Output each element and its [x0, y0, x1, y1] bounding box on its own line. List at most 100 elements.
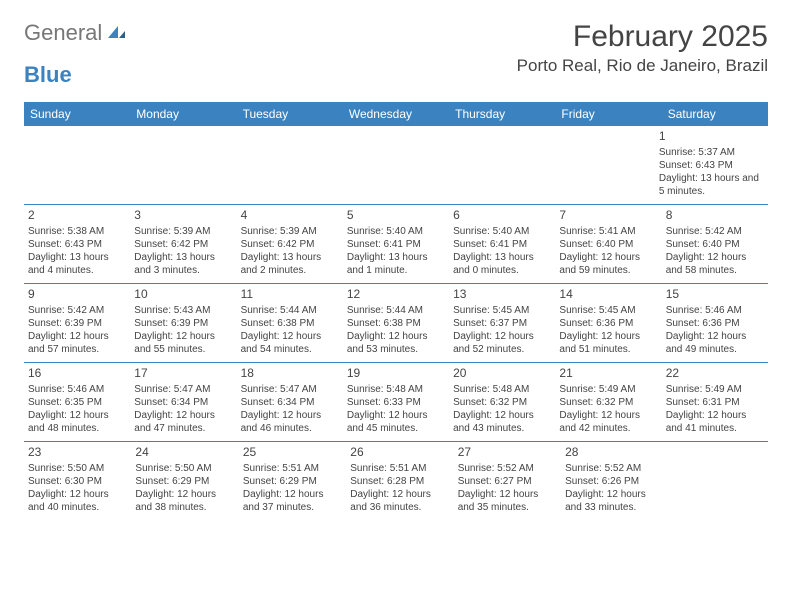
logo-text-general: General — [24, 20, 102, 46]
daylight-text: Daylight: 12 hours and 58 minutes. — [666, 251, 764, 277]
empty-cell — [234, 126, 339, 204]
day-header: Thursday — [449, 102, 555, 126]
sunrise-text: Sunrise: 5:41 AM — [559, 225, 657, 238]
day-cell: 7Sunrise: 5:41 AMSunset: 6:40 PMDaylight… — [555, 205, 661, 283]
day-number: 4 — [241, 208, 339, 224]
day-number: 7 — [559, 208, 657, 224]
week-row: 1Sunrise: 5:37 AMSunset: 6:43 PMDaylight… — [24, 126, 768, 204]
title-block: February 2025 Porto Real, Rio de Janeiro… — [517, 20, 768, 76]
day-cell: 14Sunrise: 5:45 AMSunset: 6:36 PMDayligh… — [555, 284, 661, 362]
day-cell: 8Sunrise: 5:42 AMSunset: 6:40 PMDaylight… — [662, 205, 768, 283]
empty-cell — [24, 126, 129, 204]
sunset-text: Sunset: 6:33 PM — [347, 396, 445, 409]
sunrise-text: Sunrise: 5:39 AM — [241, 225, 339, 238]
logo: General — [24, 20, 128, 46]
sunset-text: Sunset: 6:43 PM — [28, 238, 126, 251]
daylight-text: Daylight: 12 hours and 51 minutes. — [559, 330, 657, 356]
daylight-text: Daylight: 12 hours and 38 minutes. — [135, 488, 234, 514]
day-cell: 19Sunrise: 5:48 AMSunset: 6:33 PMDayligh… — [343, 363, 449, 441]
logo-sail-icon — [106, 20, 126, 46]
sunset-text: Sunset: 6:38 PM — [347, 317, 445, 330]
sunrise-text: Sunrise: 5:40 AM — [347, 225, 445, 238]
sunset-text: Sunset: 6:42 PM — [241, 238, 339, 251]
sunset-text: Sunset: 6:37 PM — [453, 317, 551, 330]
sunrise-text: Sunrise: 5:51 AM — [350, 462, 449, 475]
day-number: 8 — [666, 208, 764, 224]
logo-text-blue: Blue — [24, 62, 72, 88]
sunset-text: Sunset: 6:40 PM — [666, 238, 764, 251]
daylight-text: Daylight: 13 hours and 4 minutes. — [28, 251, 126, 277]
daylight-text: Daylight: 12 hours and 57 minutes. — [28, 330, 126, 356]
day-header-row: Sunday Monday Tuesday Wednesday Thursday… — [24, 102, 768, 126]
day-header: Tuesday — [237, 102, 343, 126]
day-number: 25 — [243, 445, 342, 461]
week-row: 16Sunrise: 5:46 AMSunset: 6:35 PMDayligh… — [24, 362, 768, 441]
daylight-text: Daylight: 13 hours and 2 minutes. — [241, 251, 339, 277]
day-number: 21 — [559, 366, 657, 382]
sunrise-text: Sunrise: 5:39 AM — [134, 225, 232, 238]
sunset-text: Sunset: 6:38 PM — [241, 317, 339, 330]
day-number: 24 — [135, 445, 234, 461]
daylight-text: Daylight: 12 hours and 42 minutes. — [559, 409, 657, 435]
daylight-text: Daylight: 12 hours and 59 minutes. — [559, 251, 657, 277]
day-number: 12 — [347, 287, 445, 303]
location: Porto Real, Rio de Janeiro, Brazil — [517, 56, 768, 76]
daylight-text: Daylight: 12 hours and 48 minutes. — [28, 409, 126, 435]
daylight-text: Daylight: 12 hours and 46 minutes. — [241, 409, 339, 435]
day-number: 18 — [241, 366, 339, 382]
day-cell: 6Sunrise: 5:40 AMSunset: 6:41 PMDaylight… — [449, 205, 555, 283]
day-number: 19 — [347, 366, 445, 382]
empty-cell — [445, 126, 550, 204]
sunset-text: Sunset: 6:39 PM — [28, 317, 126, 330]
sunset-text: Sunset: 6:30 PM — [28, 475, 127, 488]
daylight-text: Daylight: 12 hours and 55 minutes. — [134, 330, 232, 356]
day-header: Wednesday — [343, 102, 449, 126]
weeks-container: 1Sunrise: 5:37 AMSunset: 6:43 PMDaylight… — [24, 126, 768, 520]
day-cell: 1Sunrise: 5:37 AMSunset: 6:43 PMDaylight… — [655, 126, 768, 204]
sunrise-text: Sunrise: 5:40 AM — [453, 225, 551, 238]
day-cell: 22Sunrise: 5:49 AMSunset: 6:31 PMDayligh… — [662, 363, 768, 441]
sunrise-text: Sunrise: 5:42 AM — [28, 304, 126, 317]
sunset-text: Sunset: 6:26 PM — [565, 475, 664, 488]
day-number: 27 — [458, 445, 557, 461]
day-cell: 27Sunrise: 5:52 AMSunset: 6:27 PMDayligh… — [454, 442, 561, 520]
day-cell: 18Sunrise: 5:47 AMSunset: 6:34 PMDayligh… — [237, 363, 343, 441]
daylight-text: Daylight: 12 hours and 33 minutes. — [565, 488, 664, 514]
empty-cell — [129, 126, 234, 204]
day-header: Friday — [555, 102, 661, 126]
sunset-text: Sunset: 6:36 PM — [559, 317, 657, 330]
sunset-text: Sunset: 6:31 PM — [666, 396, 764, 409]
daylight-text: Daylight: 12 hours and 45 minutes. — [347, 409, 445, 435]
daylight-text: Daylight: 12 hours and 47 minutes. — [134, 409, 232, 435]
day-number: 10 — [134, 287, 232, 303]
sunrise-text: Sunrise: 5:52 AM — [565, 462, 664, 475]
day-number: 1 — [659, 129, 764, 145]
day-header: Saturday — [662, 102, 768, 126]
week-row: 2Sunrise: 5:38 AMSunset: 6:43 PMDaylight… — [24, 204, 768, 283]
sunrise-text: Sunrise: 5:47 AM — [241, 383, 339, 396]
day-number: 14 — [559, 287, 657, 303]
week-row: 23Sunrise: 5:50 AMSunset: 6:30 PMDayligh… — [24, 441, 768, 520]
week-row: 9Sunrise: 5:42 AMSunset: 6:39 PMDaylight… — [24, 283, 768, 362]
sunset-text: Sunset: 6:41 PM — [347, 238, 445, 251]
daylight-text: Daylight: 12 hours and 49 minutes. — [666, 330, 764, 356]
day-cell: 11Sunrise: 5:44 AMSunset: 6:38 PMDayligh… — [237, 284, 343, 362]
day-cell: 21Sunrise: 5:49 AMSunset: 6:32 PMDayligh… — [555, 363, 661, 441]
sunset-text: Sunset: 6:39 PM — [134, 317, 232, 330]
day-cell: 15Sunrise: 5:46 AMSunset: 6:36 PMDayligh… — [662, 284, 768, 362]
day-cell: 5Sunrise: 5:40 AMSunset: 6:41 PMDaylight… — [343, 205, 449, 283]
sunset-text: Sunset: 6:28 PM — [350, 475, 449, 488]
sunset-text: Sunset: 6:27 PM — [458, 475, 557, 488]
sunrise-text: Sunrise: 5:49 AM — [559, 383, 657, 396]
day-cell: 23Sunrise: 5:50 AMSunset: 6:30 PMDayligh… — [24, 442, 131, 520]
daylight-text: Daylight: 12 hours and 53 minutes. — [347, 330, 445, 356]
month-title: February 2025 — [517, 20, 768, 54]
daylight-text: Daylight: 13 hours and 1 minute. — [347, 251, 445, 277]
sunrise-text: Sunrise: 5:52 AM — [458, 462, 557, 475]
day-cell: 9Sunrise: 5:42 AMSunset: 6:39 PMDaylight… — [24, 284, 130, 362]
sunset-text: Sunset: 6:42 PM — [134, 238, 232, 251]
day-header: Monday — [130, 102, 236, 126]
sunset-text: Sunset: 6:34 PM — [241, 396, 339, 409]
day-cell: 20Sunrise: 5:48 AMSunset: 6:32 PMDayligh… — [449, 363, 555, 441]
day-cell: 17Sunrise: 5:47 AMSunset: 6:34 PMDayligh… — [130, 363, 236, 441]
